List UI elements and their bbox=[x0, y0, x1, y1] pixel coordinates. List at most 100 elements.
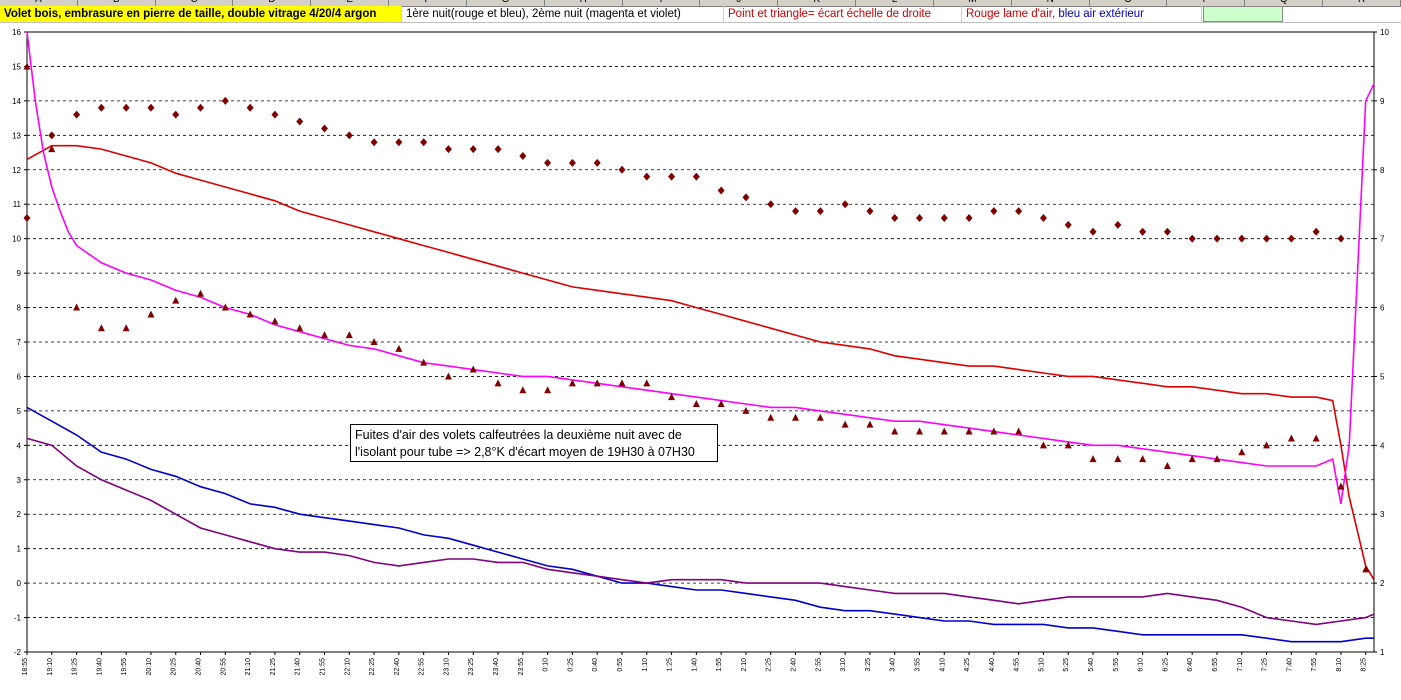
triangle-marker bbox=[866, 420, 874, 428]
x-tick-label: 6:10 bbox=[1138, 658, 1145, 672]
diamond-marker bbox=[469, 145, 477, 154]
blue-legend-label: bleu air extérieur bbox=[1058, 8, 1144, 20]
y-left-tick-label: -1 bbox=[14, 614, 22, 623]
column-header-g[interactable]: G bbox=[467, 0, 545, 6]
chart-area: -2-1012345678910111213141516123456789101… bbox=[12, 28, 1389, 676]
diamond-marker bbox=[320, 124, 328, 133]
x-tick-label: 5:25 bbox=[1063, 658, 1070, 672]
column-header-p[interactable]: P bbox=[1168, 0, 1246, 6]
diamond-marker bbox=[915, 214, 923, 222]
diamond-marker bbox=[420, 138, 428, 147]
y-left-tick-label: 0 bbox=[17, 579, 22, 588]
triangle-marker bbox=[395, 344, 403, 352]
diamond-marker bbox=[618, 165, 626, 174]
column-header-j[interactable]: J bbox=[701, 0, 779, 6]
triangle-marker bbox=[444, 372, 452, 380]
diamond-marker bbox=[643, 172, 651, 181]
diamond-marker bbox=[544, 158, 552, 167]
triangle-marker bbox=[668, 393, 676, 401]
triangle-marker bbox=[122, 324, 130, 332]
triangle-marker bbox=[97, 324, 105, 332]
column-header-o[interactable]: O bbox=[1090, 0, 1168, 6]
series-legend-cell[interactable]: Rouge lame d'air, bleu air extérieur bbox=[962, 6, 1202, 22]
triangle-marker bbox=[345, 331, 353, 339]
column-header-n[interactable]: N bbox=[1012, 0, 1090, 6]
y-left-tick-label: 12 bbox=[12, 166, 21, 175]
column-header-l[interactable]: L bbox=[856, 0, 934, 6]
column-header-a[interactable]: A bbox=[0, 0, 78, 6]
y-left-tick-label: 8 bbox=[17, 304, 22, 313]
x-tick-label: 19:25 bbox=[72, 658, 79, 676]
x-tick-label: 23:10 bbox=[443, 658, 450, 676]
triangle-marker bbox=[370, 338, 378, 345]
diamond-marker bbox=[1337, 234, 1345, 243]
points-legend-cell[interactable]: Point et triangle= écart échelle de droi… bbox=[724, 6, 962, 22]
x-tick-label: 0:10 bbox=[543, 658, 550, 672]
diamond-marker bbox=[866, 207, 874, 216]
y-left-tick-label: -2 bbox=[14, 648, 22, 657]
y-left-tick-label: 7 bbox=[17, 338, 22, 347]
column-header-r[interactable]: R bbox=[1323, 0, 1401, 6]
triangle-marker bbox=[990, 427, 998, 435]
triangle-marker bbox=[767, 413, 775, 421]
x-tick-label: 3:10 bbox=[840, 658, 847, 672]
diamond-marker bbox=[816, 207, 824, 216]
triangle-marker bbox=[891, 427, 899, 435]
column-header-i[interactable]: I bbox=[623, 0, 701, 6]
red-legend-label: Rouge lame d'air, bbox=[966, 8, 1059, 20]
column-header-m[interactable]: M bbox=[934, 0, 1012, 6]
column-header-k[interactable]: K bbox=[778, 0, 857, 6]
x-tick-label: 8:25 bbox=[1361, 658, 1368, 672]
x-tick-label: 1:40 bbox=[691, 658, 698, 672]
diamond-marker bbox=[23, 214, 31, 222]
triangle-marker bbox=[1064, 441, 1072, 449]
triangle-marker bbox=[1213, 455, 1221, 463]
column-header-c[interactable]: C bbox=[156, 0, 234, 6]
column-header-b[interactable]: B bbox=[78, 0, 156, 6]
diamond-marker bbox=[271, 110, 279, 119]
x-tick-label: 20:10 bbox=[146, 658, 153, 676]
y-left-tick-label: 10 bbox=[12, 235, 21, 244]
x-tick-label: 1:55 bbox=[716, 658, 723, 672]
triangle-marker bbox=[544, 386, 552, 394]
column-header-q[interactable]: Q bbox=[1245, 0, 1324, 6]
diamond-marker bbox=[767, 200, 775, 209]
annotation-line-2: l'isolant pour tube => 2,8°K d'écart moy… bbox=[355, 445, 695, 459]
nights-legend-cell[interactable]: 1ère nuit(rouge et bleu), 2ème nuit (mag… bbox=[402, 6, 724, 22]
series-line-1 bbox=[26, 406, 1374, 643]
x-tick-label: 4:40 bbox=[989, 658, 996, 672]
diamond-marker bbox=[1312, 227, 1320, 236]
selected-cell[interactable] bbox=[1203, 6, 1283, 22]
diamond-marker bbox=[221, 96, 229, 105]
triangle-marker bbox=[717, 400, 725, 407]
x-tick-label: 23:25 bbox=[468, 658, 475, 676]
x-tick-label: 22:10 bbox=[344, 658, 351, 676]
column-header-h[interactable]: H bbox=[545, 0, 623, 6]
column-header-d[interactable]: D bbox=[234, 0, 312, 6]
triangle-marker bbox=[1263, 441, 1271, 449]
triangle-marker bbox=[1362, 565, 1370, 573]
diamond-marker bbox=[494, 145, 502, 154]
annotation-textbox[interactable]: Fuites d'air des volets calfeutrées la d… bbox=[350, 424, 718, 462]
x-tick-label: 19:10 bbox=[47, 658, 54, 676]
x-tick-label: 4:25 bbox=[964, 658, 971, 672]
triangle-marker bbox=[172, 296, 180, 304]
diamond-marker bbox=[172, 110, 180, 119]
triangle-marker bbox=[915, 427, 923, 435]
triangle-marker bbox=[73, 303, 81, 311]
triangle-marker bbox=[841, 420, 849, 428]
triangle-marker bbox=[469, 365, 477, 373]
diamond-marker bbox=[1263, 234, 1271, 243]
triangle-marker bbox=[1114, 455, 1122, 463]
x-tick-label: 6:55 bbox=[1212, 658, 1219, 672]
triangle-marker bbox=[296, 324, 304, 332]
y-right-tick-label: 1 bbox=[1380, 648, 1385, 657]
column-header-e[interactable]: E bbox=[311, 0, 390, 6]
y-right-tick-label: 8 bbox=[1380, 166, 1385, 175]
column-header-f[interactable]: F bbox=[389, 0, 467, 6]
diamond-marker bbox=[122, 103, 130, 112]
x-tick-label: 2:25 bbox=[766, 658, 773, 672]
title-cell[interactable]: Volet bois, embrasure en pierre de taill… bbox=[0, 6, 402, 22]
diamond-marker bbox=[568, 158, 576, 167]
triangle-marker bbox=[593, 379, 601, 387]
